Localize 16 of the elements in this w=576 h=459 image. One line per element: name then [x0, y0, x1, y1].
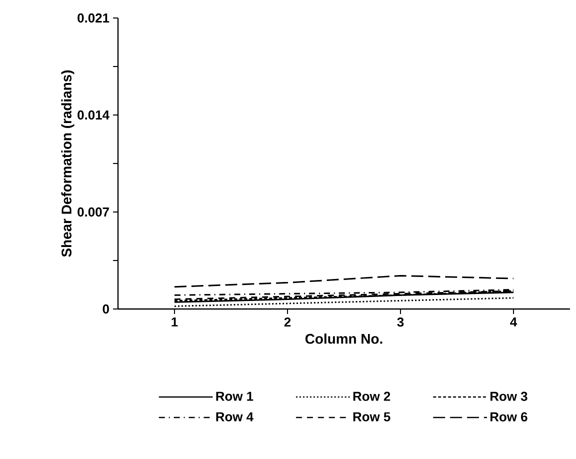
legend-label: Row 3 [490, 392, 528, 401]
legend-label: Row 5 [353, 412, 390, 422]
x-axis-title: Column No. [305, 334, 382, 344]
x-tick-label: 2 [284, 317, 291, 327]
y-axis-title: Shear Deformation (radians) [61, 70, 74, 257]
x-tick-label: 3 [397, 317, 404, 327]
y-tick-label: 0.021 [78, 13, 110, 23]
legend-label: Row 4 [216, 412, 254, 422]
x-tick-label: 1 [172, 318, 178, 326]
legend-label: Row 1 [216, 392, 254, 401]
y-tick-label: 0 [102, 304, 109, 314]
y-tick-label: 0.007 [78, 207, 109, 217]
legend-label: Row 6 [490, 412, 528, 422]
legend-label: Row 2 [353, 392, 390, 401]
y-tick-label: 0.014 [78, 110, 110, 120]
x-tick-label: 4 [510, 318, 518, 326]
